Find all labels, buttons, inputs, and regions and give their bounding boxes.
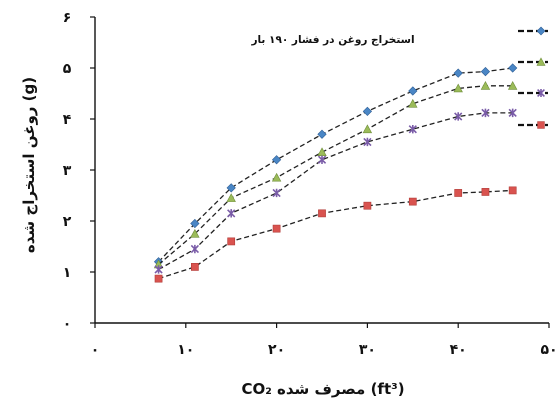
legend [518,26,548,129]
data-point [226,193,236,202]
data-point [317,155,327,164]
y-tick-label: ۰ [63,316,72,332]
y-axis-title: روغن استخراج شده (g) [20,77,38,253]
data-point [226,183,236,193]
data-point [480,81,491,90]
data-point [481,188,490,196]
x-tick-label: ۱۰ [177,342,194,358]
legend-item-1 [518,26,548,36]
legend-marker [537,89,545,97]
x-tick-label: ۲۰ [268,342,285,358]
chart-annotation: استخراج روغن در فشار ۱۹۰ بار [250,34,414,46]
y-tick-label: ۶ [63,10,72,26]
data-point [408,125,417,134]
legend-marker [536,57,546,66]
data-point [318,209,326,218]
legend-item-3 [518,89,548,97]
marker-stroke [317,155,327,164]
data-point [154,274,163,283]
x-axis-title: CO₂ مصرف شده (ft³) [241,380,404,398]
data-point [363,137,372,147]
data-point [408,86,418,96]
x-tick-label: ۴۰ [450,342,467,358]
data-point [317,129,327,139]
series-layer [153,63,518,283]
legend-item-4 [518,121,548,129]
data-point [453,68,463,78]
marker-stroke [363,137,372,147]
data-point [190,228,200,238]
data-point [191,263,199,271]
legend-item-2 [518,57,548,66]
series-line [158,189,513,280]
data-point [480,66,491,77]
series-4 [154,186,517,283]
data-point [190,244,200,254]
y-tick-label: ۴ [63,112,72,128]
data-point [190,218,200,229]
series-line [158,112,513,270]
marker-stroke [154,265,163,274]
data-point [362,106,373,116]
data-point [362,124,373,134]
marker-stroke [190,244,200,254]
series-2 [153,81,518,269]
marker-stroke [508,108,517,118]
marker-stroke [227,209,236,218]
y-tick-label: ۱ [63,265,72,281]
x-tick-label: ۳۰ [359,342,376,358]
data-point [408,197,417,206]
marker-stroke [272,188,281,198]
data-point [271,155,282,165]
y-tick-label: ۳ [63,163,72,179]
series-line [158,85,513,265]
data-point [271,172,282,182]
axes: ۰ ۱۰ ۲۰ ۳۰ ۴۰ ۵۰ ۰ ۱ ۲ ۳ ۴ ۵ ۶ [63,10,556,358]
x-tick-label: ۵۰ [540,342,556,358]
marker-stroke [408,125,417,134]
data-point [454,189,463,197]
marker-stroke [537,89,545,97]
data-point [154,265,163,274]
data-point [453,83,463,93]
series-line [158,67,513,263]
marker-stroke [454,112,463,121]
marker-stroke [481,108,490,118]
data-point [508,186,517,195]
legend-marker [537,121,545,129]
data-point [272,188,281,198]
data-point [272,224,281,233]
data-point [481,108,490,118]
data-point [508,108,517,118]
data-point [408,98,418,108]
data-point [317,147,327,157]
y-tick-label: ۲ [63,214,72,230]
legend-marker [536,26,546,36]
series-3 [154,108,517,274]
x-tick-label: ۰ [91,342,100,358]
data-point [508,63,518,73]
data-point [227,237,236,246]
data-point [454,112,463,121]
y-tick-label: ۵ [63,61,72,77]
data-point [363,201,372,210]
data-point [507,81,518,90]
data-point [227,209,236,218]
